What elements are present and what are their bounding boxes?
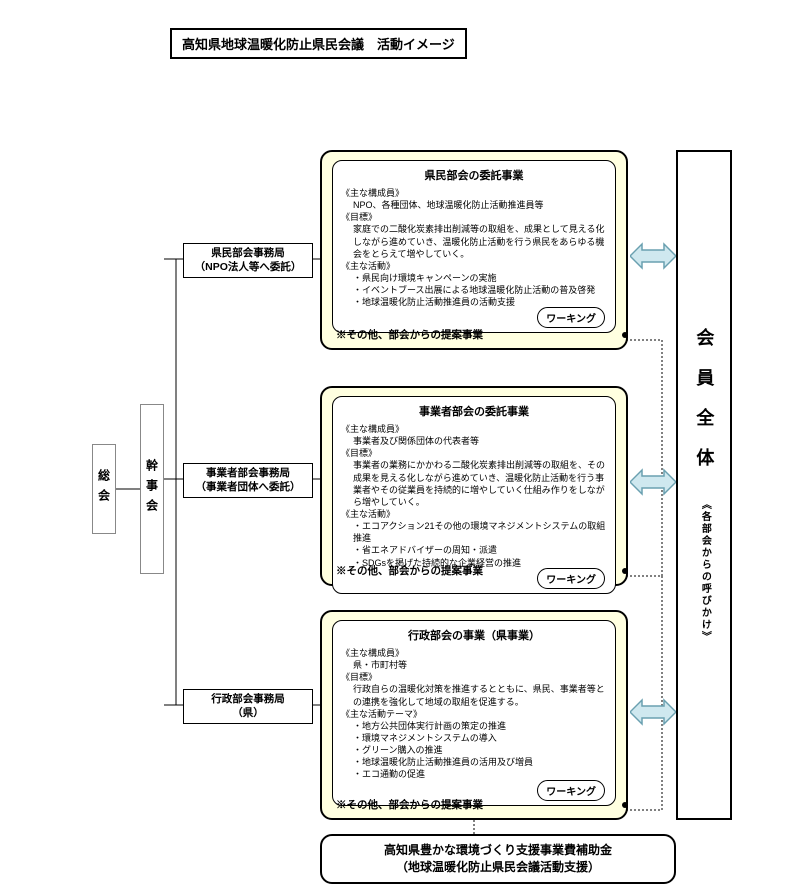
panel3-act4: ・エコ通勤の促進 bbox=[341, 768, 607, 780]
panel3-act2: ・グリーン購入の推進 bbox=[341, 744, 607, 756]
sec3-name: 行政部会事務局 bbox=[188, 693, 308, 707]
right-main: 会員全体 bbox=[694, 328, 714, 488]
soukai-box: 総会 bbox=[92, 444, 116, 534]
panel1-goal: 家庭での二酸化炭素排出削減等の取組を、成果として見える化しながら進めていき、温暖… bbox=[341, 223, 607, 259]
kanjikai-box: 幹事会 bbox=[140, 404, 164, 574]
panel2-act1: ・省エネアドバイザーの周知・派遣 bbox=[341, 544, 607, 556]
panel2-goal: 事業者の業務にかかわる二酸化炭素排出削減等の取組を、その成果を見える化しながら進… bbox=[341, 459, 607, 508]
panel1-dot bbox=[622, 332, 628, 338]
panel2-title: 事業者部会の委託事業 bbox=[341, 403, 607, 419]
sec2-name: 事業者部会事務局 bbox=[188, 467, 308, 481]
arrow-1 bbox=[630, 238, 676, 274]
panel1-working: ワーキング bbox=[537, 307, 605, 328]
page-title: 高知県地球温暖化防止県民会議 活動イメージ bbox=[170, 28, 467, 59]
panel3-goal-hdr: 《目標》 bbox=[341, 671, 607, 683]
sec1-sub: （NPO法人等へ委託） bbox=[188, 261, 308, 275]
panel-kenmin: 県民部会の委託事業 《主な構成員》 NPO、各種団体、地球温暖化防止活動推進員等… bbox=[320, 150, 628, 350]
panel3-act3: ・地球温暖化防止活動推進員の活用及び増員 bbox=[341, 756, 607, 768]
panel1-act1: ・イベントブース出展による地球温暖化防止活動の普及啓発 bbox=[341, 284, 607, 296]
panel-gyousei-inner: 行政部会の事業（県事業） 《主な構成員》 県・市町村等 《目標》 行政自らの温暖… bbox=[332, 620, 616, 806]
panel3-act0: ・地方公共団体実行計画の策定の推進 bbox=[341, 720, 607, 732]
sec3-sub: （県） bbox=[188, 707, 308, 721]
panel2-working: ワーキング bbox=[537, 568, 605, 589]
right-sub: 《各部会からの呼びかけ》 bbox=[699, 499, 710, 643]
sec1-name: 県民部会事務局 bbox=[188, 247, 308, 261]
secretariat-1: 県民部会事務局 （NPO法人等へ委託） bbox=[183, 243, 313, 278]
panel3-working: ワーキング bbox=[537, 780, 605, 801]
panel2-members: 事業者及び関係団体の代表者等 bbox=[341, 435, 607, 447]
sec2-sub: （事業者団体へ委託） bbox=[188, 481, 308, 495]
panel3-act1: ・環境マネジメントシステムの導入 bbox=[341, 732, 607, 744]
panel1-act0: ・県民向け環境キャンペーンの実施 bbox=[341, 272, 607, 284]
panel2-proposal: ※その他、部会からの提案事業 bbox=[336, 563, 483, 578]
panel1-goal-hdr: 《目標》 bbox=[341, 211, 607, 223]
panel1-proposal: ※その他、部会からの提案事業 bbox=[336, 327, 483, 342]
panel1-title: 県民部会の委託事業 bbox=[341, 167, 607, 183]
panel3-members: 県・市町村等 bbox=[341, 659, 607, 671]
secretariat-3: 行政部会事務局 （県） bbox=[183, 689, 313, 724]
panel2-goal-hdr: 《目標》 bbox=[341, 447, 607, 459]
panel3-goal: 行政自らの温暖化対策を推進するとともに、県民、事業者等との連携を強化して地域の取… bbox=[341, 683, 607, 707]
panel2-members-hdr: 《主な構成員》 bbox=[341, 423, 607, 435]
panel-jigyousha: 事業者部会の委託事業 《主な構成員》 事業者及び関係団体の代表者等 《目標》 事… bbox=[320, 386, 628, 586]
panel3-act-hdr: 《主な活動テーマ》 bbox=[341, 708, 607, 720]
panel3-proposal: ※その他、部会からの提案事業 bbox=[336, 797, 483, 812]
panel3-members-hdr: 《主な構成員》 bbox=[341, 647, 607, 659]
secretariat-2: 事業者部会事務局 （事業者団体へ委託） bbox=[183, 463, 313, 498]
bottom-box: 高知県豊かな環境づくり支援事業費補助金 （地球温暖化防止県民会議活動支援） bbox=[320, 834, 676, 884]
panel1-act-hdr: 《主な活動》 bbox=[341, 260, 607, 272]
panel2-dot bbox=[622, 568, 628, 574]
panel-gyousei: 行政部会の事業（県事業） 《主な構成員》 県・市町村等 《目標》 行政自らの温暖… bbox=[320, 610, 628, 820]
arrow-3 bbox=[630, 694, 676, 730]
panel2-act-hdr: 《主な活動》 bbox=[341, 508, 607, 520]
panel3-dot bbox=[622, 802, 628, 808]
panel2-act0: ・エコアクション21その他の環境マネジメントシステムの取組推進 bbox=[341, 520, 607, 544]
bottom-line1: 高知県豊かな環境づくり支援事業費補助金 bbox=[332, 842, 664, 859]
arrow-2 bbox=[630, 464, 676, 500]
panel1-members-hdr: 《主な構成員》 bbox=[341, 187, 607, 199]
panel1-members: NPO、各種団体、地球温暖化防止活動推進員等 bbox=[341, 199, 607, 211]
panel3-title: 行政部会の事業（県事業） bbox=[341, 627, 607, 643]
panel-kenmin-inner: 県民部会の委託事業 《主な構成員》 NPO、各種団体、地球温暖化防止活動推進員等… bbox=[332, 160, 616, 333]
bottom-line2: （地球温暖化防止県民会議活動支援） bbox=[332, 859, 664, 876]
right-column: 会員全体 《各部会からの呼びかけ》 bbox=[676, 150, 732, 820]
